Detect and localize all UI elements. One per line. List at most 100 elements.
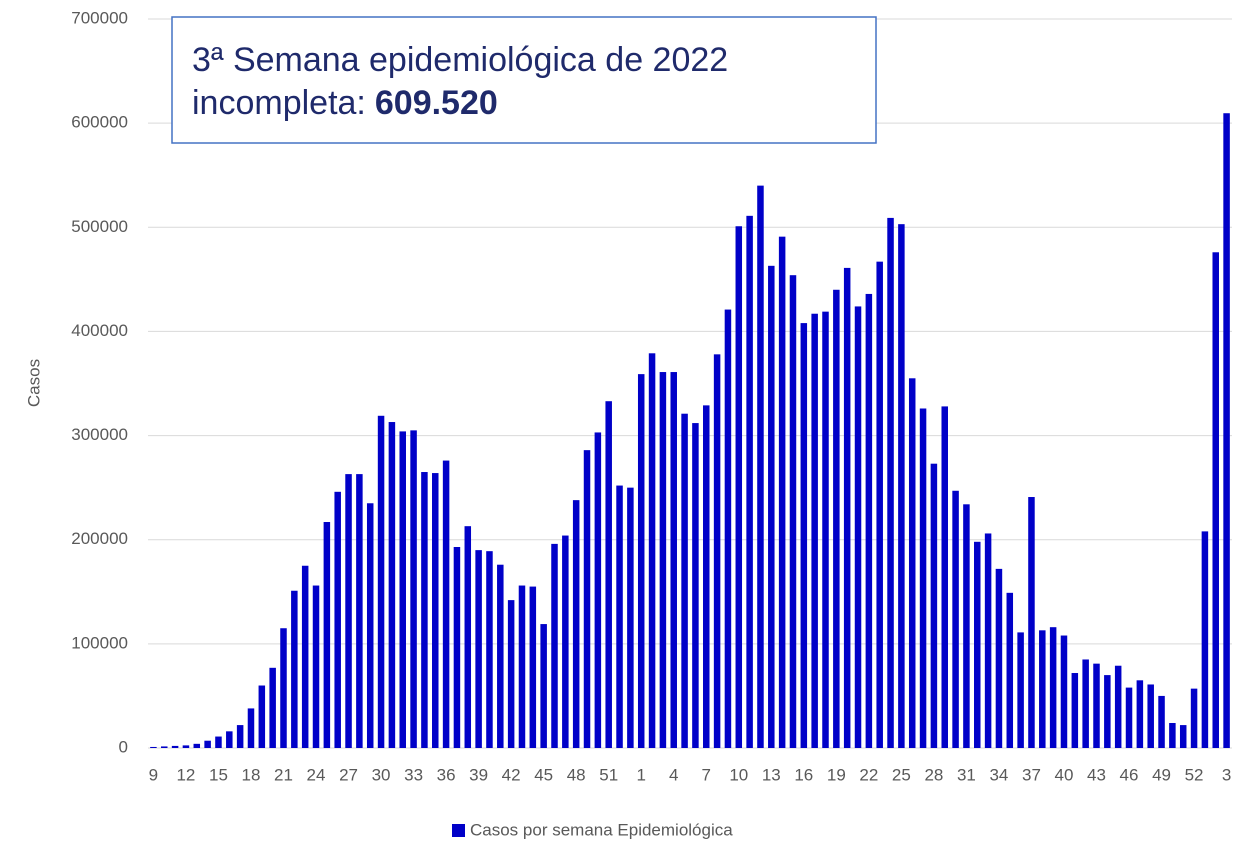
bar — [1039, 630, 1046, 748]
bar — [963, 504, 970, 748]
bar — [865, 293, 873, 748]
bar — [291, 590, 298, 748]
bar — [930, 463, 938, 748]
bar — [789, 275, 797, 748]
bar — [280, 628, 287, 748]
bar — [1060, 635, 1068, 748]
bar — [1114, 665, 1122, 748]
bar — [301, 565, 309, 748]
bar — [854, 306, 862, 748]
bar — [236, 725, 244, 748]
x-tick-label: 43 — [1087, 765, 1106, 784]
bar — [616, 485, 623, 748]
y-tick-label: 0 — [119, 737, 128, 756]
x-tick-label: 19 — [827, 765, 846, 784]
bar — [648, 353, 656, 748]
x-tick-label: 40 — [1055, 765, 1074, 784]
bar — [670, 372, 677, 748]
x-tick-label: 9 — [149, 765, 158, 784]
x-tick-label: 28 — [924, 765, 943, 784]
y-tick-label: 200000 — [71, 529, 128, 548]
bar — [659, 372, 667, 748]
bar — [345, 474, 352, 748]
bar — [637, 374, 645, 748]
bar — [898, 224, 905, 748]
bar — [215, 736, 222, 748]
x-tick-label: 33 — [404, 765, 423, 784]
legend-swatch — [452, 824, 465, 837]
bar — [833, 289, 840, 748]
bar — [984, 533, 992, 748]
x-tick-label: 10 — [729, 765, 748, 784]
x-tick-label: 31 — [957, 765, 976, 784]
bar — [551, 543, 558, 748]
bar — [757, 185, 764, 749]
bar — [258, 685, 266, 748]
bar — [941, 406, 948, 748]
bar — [1125, 687, 1133, 748]
annotation-text: incompleta: — [192, 84, 366, 122]
bar — [432, 473, 439, 748]
bar — [746, 215, 753, 748]
bar — [182, 745, 190, 748]
x-tick-label: 37 — [1022, 765, 1041, 784]
bar — [1093, 663, 1100, 748]
bar — [1201, 531, 1209, 748]
bar — [995, 568, 1003, 748]
y-axis-label: Casos — [24, 359, 43, 407]
bar — [594, 432, 602, 748]
bar — [876, 261, 883, 748]
x-tick-label: 18 — [242, 765, 261, 784]
y-tick-label: 100000 — [71, 633, 128, 652]
y-tick-label: 400000 — [71, 321, 128, 340]
bar — [388, 422, 396, 748]
bar — [507, 600, 515, 748]
x-tick-label: 46 — [1120, 765, 1139, 784]
bar — [204, 740, 211, 748]
bar — [800, 323, 808, 748]
x-tick-label: 52 — [1185, 765, 1204, 784]
bar — [1212, 252, 1219, 748]
bar — [497, 564, 504, 748]
bar — [1006, 592, 1014, 748]
bar — [562, 535, 569, 748]
bar — [334, 491, 341, 748]
bar — [1136, 680, 1144, 748]
x-tick-label: 48 — [567, 765, 586, 784]
bar — [768, 265, 775, 748]
x-tick-label: 30 — [372, 765, 391, 784]
bar — [724, 309, 732, 748]
x-tick-label: 24 — [307, 765, 326, 784]
bar — [486, 551, 493, 748]
legend-label: Casos por semana Epidemiológica — [470, 820, 733, 839]
x-tick-label: 21 — [274, 765, 293, 784]
bar — [377, 415, 385, 748]
annotation-line: 3ª Semana epidemiológica de 2022 — [192, 41, 728, 79]
bar — [453, 547, 461, 748]
bar — [161, 746, 168, 748]
x-tick-label: 34 — [989, 765, 1008, 784]
bar — [1017, 632, 1024, 748]
x-tick-label: 3 — [1222, 765, 1231, 784]
annotation-line: incompleta: 609.520 — [192, 84, 498, 122]
bar — [822, 311, 829, 748]
bar — [399, 431, 406, 748]
bar — [974, 541, 981, 748]
x-tick-label: 42 — [502, 765, 521, 784]
bar — [226, 731, 233, 748]
bar — [908, 378, 916, 748]
bar — [572, 500, 580, 748]
bar — [735, 226, 743, 749]
y-tick-label: 300000 — [71, 425, 128, 444]
x-tick-label: 1 — [636, 765, 645, 784]
bar — [1190, 688, 1198, 748]
bar — [323, 522, 331, 748]
bar — [529, 586, 537, 748]
bar — [952, 490, 959, 748]
annotation-box — [171, 16, 877, 144]
x-tick-label: 51 — [599, 765, 618, 784]
bar — [681, 413, 688, 748]
bar — [366, 503, 374, 748]
y-tick-label: 600000 — [71, 113, 128, 132]
bar — [442, 460, 450, 748]
